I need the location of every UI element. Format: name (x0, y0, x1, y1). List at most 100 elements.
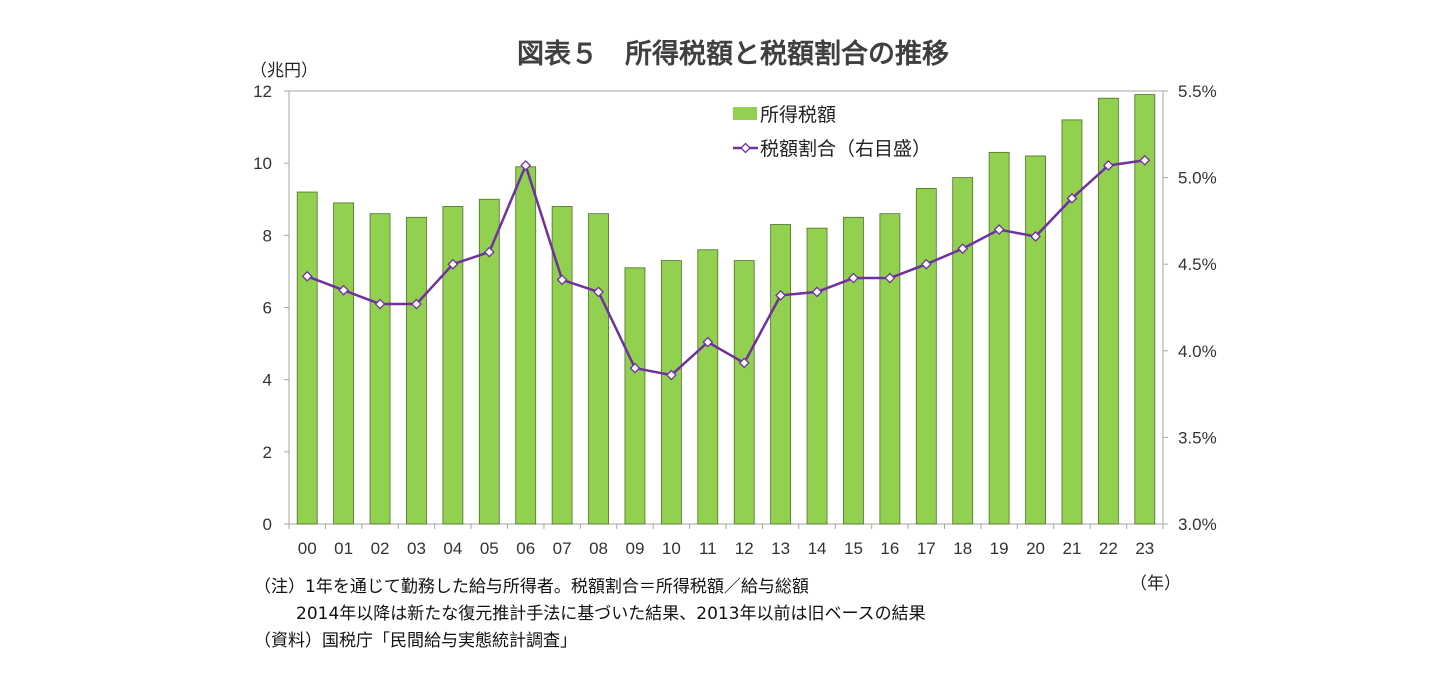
line-point (957, 243, 969, 255)
source-note: （資料）国税庁「民間給与実態統計調査」 (254, 631, 577, 651)
bar (660, 260, 682, 525)
x-tick-label: 18 (953, 539, 972, 558)
line-point (1102, 160, 1114, 171)
bar (442, 206, 464, 525)
line-point (301, 270, 313, 282)
bar (915, 188, 937, 525)
bar (515, 166, 537, 525)
right-tick-label: 3.0% (1178, 515, 1217, 534)
bar (697, 249, 719, 525)
x-tick-label: 10 (662, 539, 681, 558)
bar (770, 224, 792, 525)
line-point (738, 357, 750, 369)
x-tick-label: 08 (589, 539, 608, 558)
bar (1097, 97, 1119, 525)
x-tick-label: 05 (480, 539, 499, 558)
x-tick-label: 01 (334, 539, 353, 558)
chart-title: 図表５ 所得税額と税額割合の推移 (517, 38, 949, 70)
right-tick-label: 4.0% (1178, 342, 1217, 361)
bar (952, 177, 974, 525)
x-tick-label: 22 (1099, 539, 1118, 558)
line-point (411, 298, 422, 310)
left-tick-label: 10 (253, 154, 272, 173)
line-point (848, 272, 859, 284)
x-tick-label: 11 (699, 539, 717, 558)
x-tick-label: 06 (516, 539, 535, 558)
x-tick-label: 09 (625, 539, 644, 558)
line-point (1030, 231, 1041, 242)
right-axis-ticks: 3.0% 3.5% 4.0% 4.5% 5.0% 5.5% (1163, 82, 1217, 534)
x-tick-label: 00 (298, 539, 317, 558)
bar (1061, 119, 1083, 525)
left-tick-label: 12 (253, 82, 272, 101)
x-tick-label: 17 (917, 539, 936, 558)
line-point (884, 272, 896, 284)
x-tick-label: 20 (1026, 539, 1045, 558)
left-axis-unit: （兆円） (250, 61, 318, 81)
right-tick-label: 5.5% (1178, 82, 1217, 101)
line-path (306, 159, 1145, 377)
left-tick-label: 4 (263, 371, 272, 390)
bar (624, 267, 646, 525)
left-tick-label: 8 (263, 226, 272, 245)
line-point (920, 258, 932, 270)
left-tick-label: 0 (263, 515, 272, 534)
bar (1134, 94, 1156, 525)
line-point (1066, 192, 1078, 204)
bar (296, 191, 318, 525)
right-tick-label: 4.5% (1178, 255, 1217, 274)
line-point (483, 246, 495, 258)
legend-line-label: 税額割合（右目盛） (760, 138, 931, 160)
line-point (665, 369, 677, 381)
x-tick-label: 03 (407, 539, 426, 558)
x-tick-label: 02 (371, 539, 390, 558)
bar (478, 198, 500, 525)
x-axis-ticks: 00 01 02 03 04 05 06 07 08 09 10 11 12 13 14 15 16 17 18 19… (288, 524, 1164, 558)
bar (843, 216, 864, 525)
bar (879, 213, 901, 525)
bar (733, 260, 755, 525)
bar-series (296, 94, 1156, 525)
bar (406, 216, 427, 525)
line-point (374, 298, 386, 310)
x-tick-label: 16 (880, 539, 899, 558)
bar (551, 206, 573, 525)
line-point (556, 274, 568, 286)
line-point (775, 289, 787, 301)
line-point (447, 258, 459, 270)
line-point (811, 286, 823, 298)
bar (333, 202, 355, 525)
left-tick-label: 2 (263, 443, 272, 462)
line-point (702, 336, 714, 348)
left-tick-label: 6 (263, 299, 272, 318)
bar (369, 213, 391, 525)
x-tick-label: 15 (844, 539, 863, 558)
right-tick-label: 3.5% (1178, 428, 1217, 447)
x-tick-label: 23 (1135, 539, 1154, 558)
bar (806, 227, 828, 525)
bar (988, 151, 1010, 525)
x-tick-label: 21 (1062, 539, 1081, 558)
x-tick-label: 12 (735, 539, 754, 558)
bar (588, 213, 609, 525)
left-axis-ticks: 0 2 4 6 8 10 12 (253, 82, 289, 534)
legend: 所得税額 税額割合（右目盛） (733, 104, 931, 160)
x-tick-label: 07 (553, 539, 572, 558)
x-tick-label: 13 (771, 539, 790, 558)
x-tick-label: 14 (808, 539, 827, 558)
line-point (993, 224, 1005, 235)
line-point (338, 284, 350, 296)
bar (1025, 155, 1046, 525)
line-series (301, 154, 1151, 381)
note-line-2: 2014年以降は新たな復元推計手法に基づいた結果、2013年以前は旧ベースの結果 (296, 604, 926, 624)
note-line-1: （注）1年を通じて勤務した給与所得者。税額割合＝所得税額／給与総額 (254, 577, 809, 597)
x-tick-label: 19 (990, 539, 1009, 558)
right-tick-label: 5.0% (1178, 169, 1217, 188)
line-point (1139, 154, 1151, 166)
x-tick-label: 04 (443, 539, 462, 558)
line-point (520, 160, 532, 171)
legend-line-marker (740, 142, 751, 154)
legend-bar-label: 所得税額 (760, 104, 836, 126)
x-axis-unit: （年） (1130, 574, 1181, 594)
